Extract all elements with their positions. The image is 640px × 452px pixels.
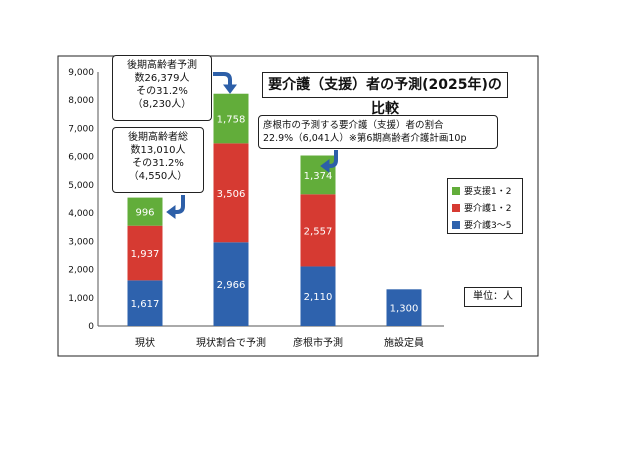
y-tick-label: 1,000 — [68, 294, 94, 304]
bar-value-label: 1,758 — [217, 115, 246, 126]
y-tick-label: 3,000 — [68, 237, 94, 247]
arrow-projection — [213, 72, 232, 86]
chart-frame — [57, 55, 539, 357]
bar-value-label: 2,110 — [304, 292, 333, 303]
bar-value-label: 2,966 — [217, 280, 246, 291]
bar-value-label: 1,374 — [304, 171, 333, 182]
callout-projection-line-2: 数26,379人 — [134, 73, 190, 84]
bar-segment — [127, 197, 163, 226]
x-category-label: 現状割合で予測 — [196, 336, 266, 349]
callout-projection: 後期高齢者予測 数26,379人 その31.2% （8,230人） — [112, 55, 212, 121]
y-tick-label: 5,000 — [68, 181, 94, 191]
bar-segment — [300, 266, 336, 326]
bar-value-label: 1,300 — [390, 304, 419, 315]
y-tick-label: 0 — [88, 322, 94, 332]
bar-segment — [213, 93, 249, 144]
callout-city-line-1: 彦根市の予測する要介護（支援）者の割合 — [263, 120, 444, 131]
y-tick-label: 6,000 — [68, 153, 94, 163]
arrow-projection-head — [223, 84, 237, 94]
x-category-label: 施設定員 — [384, 336, 424, 349]
bar-segment — [213, 242, 249, 326]
bar-segment — [127, 225, 163, 281]
y-tick-label: 2,000 — [68, 266, 94, 276]
arrow-city — [328, 150, 338, 168]
bar-value-label: 1,617 — [131, 299, 160, 310]
y-tick-label: 9,000 — [68, 68, 94, 78]
x-category-label: 彦根市予測 — [293, 336, 343, 349]
y-tick-label: 7,000 — [68, 124, 94, 134]
arrow-current-head — [166, 205, 176, 219]
legend-label-care-1-2: 要介護1・2 — [464, 204, 512, 214]
bar-segment — [300, 194, 336, 267]
callout-projection-line-4: （8,230人） — [132, 99, 192, 110]
legend-item-care-3-5: 要介護3～5 — [448, 216, 522, 233]
callout-current-line-1: 後期高齢者総 — [128, 132, 188, 143]
callout-arrows — [166, 72, 338, 219]
bar-value-label: 3,506 — [217, 189, 246, 200]
callout-current-line-4: （4,550人） — [128, 171, 188, 182]
chart-legend: 要支援1・2 要介護1・2 要介護3～5 — [447, 178, 523, 234]
legend-item-support: 要支援1・2 — [448, 182, 522, 199]
callout-city: 彦根市の予測する要介護（支援）者の割合 22.9%（6,041人）※第6期高齢者… — [258, 115, 498, 149]
legend-item-care-1-2: 要介護1・2 — [448, 199, 522, 216]
bar-value-label: 2,557 — [304, 226, 333, 237]
arrow-city-head — [320, 159, 330, 173]
legend-swatch-care-1-2 — [452, 203, 460, 212]
chart-title: 要介護（支援）者の予測(2025年)の比較 — [262, 72, 508, 117]
bar-value-label: 996 — [135, 208, 154, 219]
bar-value-label: 1,937 — [131, 249, 160, 260]
callout-projection-line-1: 後期高齢者予測 — [127, 60, 197, 71]
bar-segment — [213, 143, 249, 243]
callout-current-line-3: その31.2% — [132, 158, 184, 169]
callout-projection-line-3: その31.2% — [136, 86, 188, 97]
bar-segment — [127, 280, 163, 326]
legend-swatch-support — [452, 186, 460, 195]
callout-city-line-2: 22.9%（6,041人）※第6期高齢者介護計画10p — [263, 133, 467, 144]
legend-swatch-care-3-5 — [452, 220, 460, 229]
callout-current-line-2: 数13,010人 — [130, 145, 186, 156]
legend-label-support: 要支援1・2 — [464, 187, 512, 197]
bar-segment — [300, 155, 336, 195]
x-category-label: 現状 — [135, 336, 155, 349]
legend-label-care-3-5: 要介護3～5 — [464, 221, 512, 231]
bar-segment — [386, 289, 422, 326]
arrow-current — [174, 195, 185, 214]
callout-current: 後期高齢者総 数13,010人 その31.2% （4,550人） — [112, 127, 204, 193]
unit-label: 単位：人 — [464, 287, 522, 307]
y-tick-label: 8,000 — [68, 96, 94, 106]
y-tick-label: 4,000 — [68, 209, 94, 219]
